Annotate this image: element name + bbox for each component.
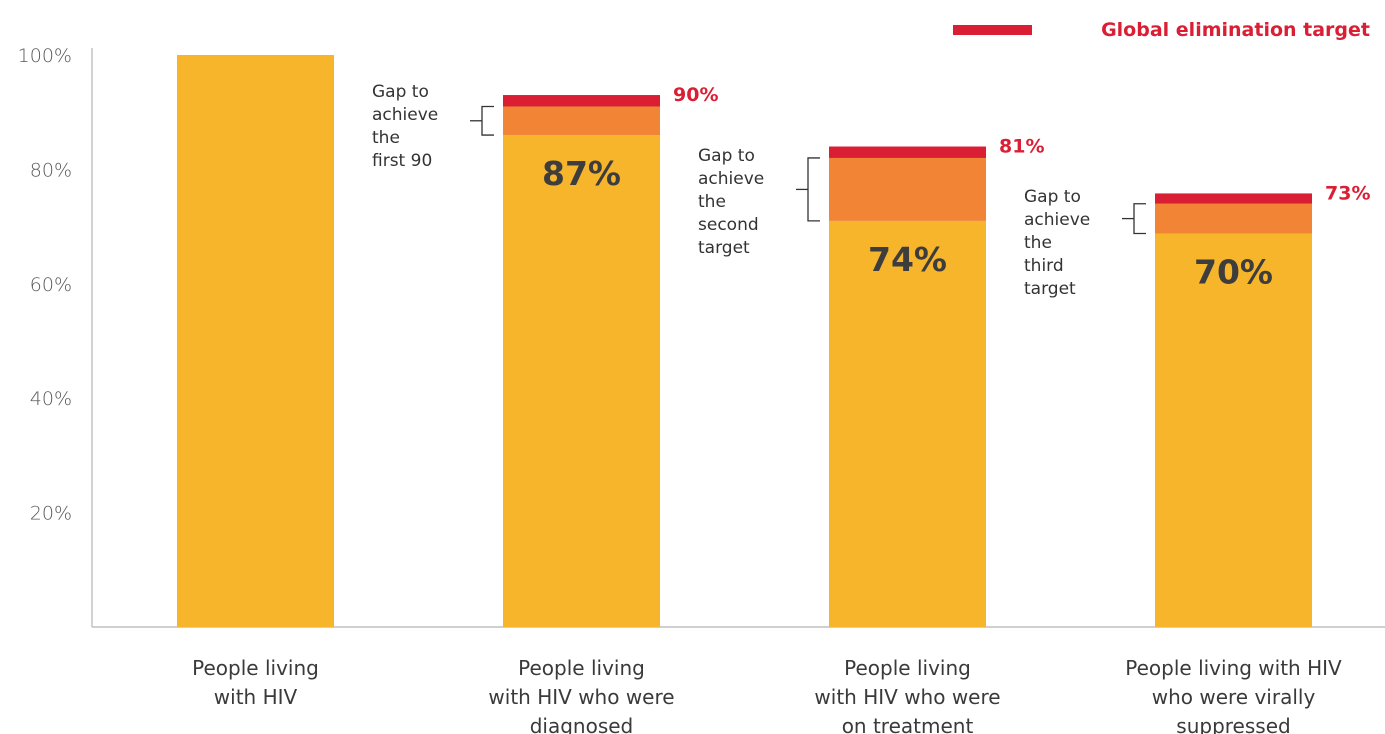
- gap-annotation-line: the: [1024, 233, 1052, 253]
- gap-annotation-line: second: [698, 215, 759, 235]
- gap-annotation: Gap to achieve the second target: [698, 146, 764, 258]
- category-label-line: diagnosed: [530, 714, 634, 734]
- gap-annotation-line: Gap to: [698, 146, 755, 166]
- gap-segment: [1155, 203, 1312, 234]
- gap-annotation-line: the: [372, 128, 400, 148]
- gap-annotation-line: first 90: [372, 151, 432, 171]
- gap-annotation-line: target: [698, 238, 750, 258]
- gap-annotation: Gap to achieve the third target: [1024, 187, 1090, 299]
- gap-annotation-line: target: [1024, 279, 1076, 299]
- gap-annotation: Gap to achieve the first 90: [372, 82, 438, 171]
- category-label-line: on treatment: [842, 714, 974, 734]
- gap-bracket: [481, 105, 494, 136]
- gap-bracket: [1133, 203, 1146, 235]
- gap-annotation-line: achieve: [1024, 210, 1090, 230]
- category-label: People living with HIV who were diagnosed: [488, 656, 674, 734]
- category-label-line: suppressed: [1176, 714, 1290, 734]
- y-tick-label: 40%: [30, 388, 72, 410]
- bar: [503, 135, 660, 627]
- gap-annotation-line: third: [1024, 256, 1064, 276]
- category-label-line: with HIV who were: [814, 685, 1000, 709]
- category-label-line: People living with HIV: [1125, 656, 1342, 680]
- target-segment: [1155, 193, 1312, 204]
- target-label: 90%: [673, 84, 718, 106]
- axes: 20%40%60%80%100%People living with HIVPeo…: [18, 45, 1385, 734]
- category-label-line: People living: [192, 656, 319, 680]
- gap-annotation-line: achieve: [698, 169, 764, 189]
- value-label: 87%: [542, 154, 621, 193]
- target-segment: [503, 95, 660, 107]
- y-tick-label: 80%: [30, 159, 72, 181]
- y-tick-label: 20%: [30, 503, 72, 525]
- gap-annotation-line: Gap to: [372, 82, 429, 102]
- y-tick-label: 60%: [30, 274, 72, 296]
- target-segment: [829, 146, 986, 158]
- category-label: People living with HIV: [192, 656, 319, 709]
- gap-segment: [503, 106, 660, 136]
- category-label-line: who were virally: [1152, 685, 1316, 709]
- legend: Global elimination target: [953, 19, 1370, 41]
- category-label: People living with HIV who were virally su…: [1125, 656, 1342, 734]
- gap-annotation-line: Gap to: [1024, 187, 1081, 207]
- bars: [177, 55, 1312, 628]
- target-label: 73%: [1325, 182, 1370, 204]
- bar: [829, 220, 986, 627]
- target-label: 81%: [999, 136, 1044, 158]
- gap-bracket: [807, 157, 820, 222]
- legend-label: Global elimination target: [1101, 19, 1370, 41]
- y-tick-label: 100%: [18, 45, 72, 67]
- category-label-line: with HIV: [214, 685, 298, 709]
- gap-segment: [829, 157, 986, 221]
- category-label-line: People living: [844, 656, 971, 680]
- bar: [1155, 233, 1312, 628]
- legend-swatch: [953, 25, 1032, 35]
- category-label-line: with HIV who were: [488, 685, 674, 709]
- gap-annotation-line: achieve: [372, 105, 438, 125]
- category-label: People living with HIV who were on treatme…: [814, 656, 1000, 734]
- category-label-line: People living: [518, 656, 645, 680]
- value-label: 70%: [1194, 252, 1273, 291]
- annotations: 90% 87% Gap to achieve the first 90 81% 74% Gap …: [372, 82, 1370, 299]
- gap-annotation-line: the: [698, 192, 726, 212]
- value-label: 74%: [868, 240, 947, 279]
- bar: [177, 55, 334, 627]
